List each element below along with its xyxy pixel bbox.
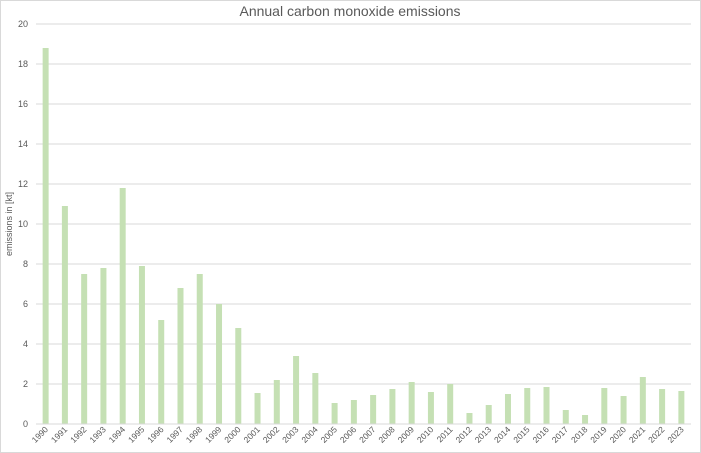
bar-2018 xyxy=(582,415,589,424)
bar-1990 xyxy=(42,48,49,424)
bar-2001 xyxy=(254,393,261,424)
y-tick-label: 16 xyxy=(18,99,28,109)
x-axis-ticks: 1990199119921993199419951996199719981999… xyxy=(30,424,686,445)
bar-1996 xyxy=(158,320,165,424)
bar-1998 xyxy=(196,274,203,424)
x-tick-label: 2022 xyxy=(646,424,667,445)
gridlines xyxy=(36,23,691,385)
bars xyxy=(42,48,685,424)
x-tick-label: 2000 xyxy=(222,424,243,445)
x-tick-label: 2021 xyxy=(627,424,648,445)
bar-2009 xyxy=(408,382,415,424)
bar-2011 xyxy=(447,384,454,424)
bar-2013 xyxy=(485,405,492,424)
x-tick-label: 2014 xyxy=(492,424,513,445)
bar-2007 xyxy=(370,395,377,424)
bar-1999 xyxy=(216,304,223,424)
y-tick-label: 18 xyxy=(18,59,28,69)
x-tick-label: 2008 xyxy=(376,424,397,445)
y-tick-label: 4 xyxy=(23,339,28,349)
bar-2012 xyxy=(466,413,473,424)
x-tick-label: 1995 xyxy=(126,424,147,445)
x-tick-label: 2023 xyxy=(665,424,686,445)
x-tick-label: 2020 xyxy=(608,424,629,445)
x-tick-label: 1991 xyxy=(49,424,70,445)
bar-2008 xyxy=(389,389,396,424)
x-tick-label: 2003 xyxy=(280,424,301,445)
x-tick-label: 2019 xyxy=(588,424,609,445)
y-tick-label: 8 xyxy=(23,259,28,269)
bar-2022 xyxy=(659,389,666,424)
x-tick-label: 2006 xyxy=(338,424,359,445)
x-tick-label: 2009 xyxy=(396,424,417,445)
x-tick-label: 2016 xyxy=(530,424,551,445)
bar-2005 xyxy=(331,403,338,424)
y-tick-label: 14 xyxy=(18,139,28,149)
bar-2010 xyxy=(427,392,434,424)
x-tick-label: 2011 xyxy=(435,424,455,444)
bar-2020 xyxy=(620,396,627,424)
y-tick-label: 20 xyxy=(18,19,28,29)
y-axis-ticks: 0 2 4 6 8 10 12 14 16 18 20 xyxy=(18,19,28,429)
bar-2000 xyxy=(235,328,242,424)
x-tick-label: 2012 xyxy=(453,424,474,445)
x-tick-label: 1998 xyxy=(184,424,205,445)
x-tick-label: 1997 xyxy=(164,424,185,445)
x-tick-label: 1990 xyxy=(30,424,51,445)
chart-title: Annual carbon monoxide emissions xyxy=(239,3,460,19)
x-tick-label: 1992 xyxy=(68,424,89,445)
y-tick-label: 6 xyxy=(23,299,28,309)
bar-1994 xyxy=(119,188,126,424)
x-tick-label: 1994 xyxy=(107,424,128,445)
bar-1991 xyxy=(61,206,68,424)
y-tick-label: 12 xyxy=(18,179,28,189)
bar-1997 xyxy=(177,288,184,424)
bar-2014 xyxy=(504,394,511,424)
bar-2023 xyxy=(678,391,685,424)
bar-2003 xyxy=(293,356,300,424)
bar-2006 xyxy=(350,400,357,424)
x-tick-label: 2001 xyxy=(242,424,263,445)
bar-1995 xyxy=(138,266,145,424)
y-axis-label: emissions in [kt] xyxy=(4,192,14,256)
x-tick-label: 2002 xyxy=(261,424,282,445)
bar-2019 xyxy=(601,388,608,424)
bar-2017 xyxy=(562,410,569,424)
bar-1992 xyxy=(81,274,88,424)
x-tick-label: 2015 xyxy=(511,424,532,445)
bar-2021 xyxy=(639,377,646,424)
x-tick-label: 2010 xyxy=(415,424,436,445)
x-tick-label: 2004 xyxy=(299,424,320,445)
x-tick-label: 1999 xyxy=(203,424,224,445)
bar-1993 xyxy=(100,268,107,424)
y-tick-label: 0 xyxy=(23,419,28,429)
y-tick-label: 10 xyxy=(18,219,28,229)
bar-2004 xyxy=(312,373,319,424)
x-tick-label: 2013 xyxy=(473,424,494,445)
x-tick-label: 2017 xyxy=(550,424,571,445)
bar-2016 xyxy=(543,387,550,424)
bar-2002 xyxy=(273,380,280,424)
y-tick-label: 2 xyxy=(23,379,28,389)
x-tick-label: 1993 xyxy=(87,424,108,445)
bar-2015 xyxy=(524,388,531,424)
x-tick-label: 1996 xyxy=(145,424,166,445)
x-tick-label: 2018 xyxy=(569,424,590,445)
x-tick-label: 2007 xyxy=(357,424,378,445)
x-tick-label: 2005 xyxy=(319,424,340,445)
